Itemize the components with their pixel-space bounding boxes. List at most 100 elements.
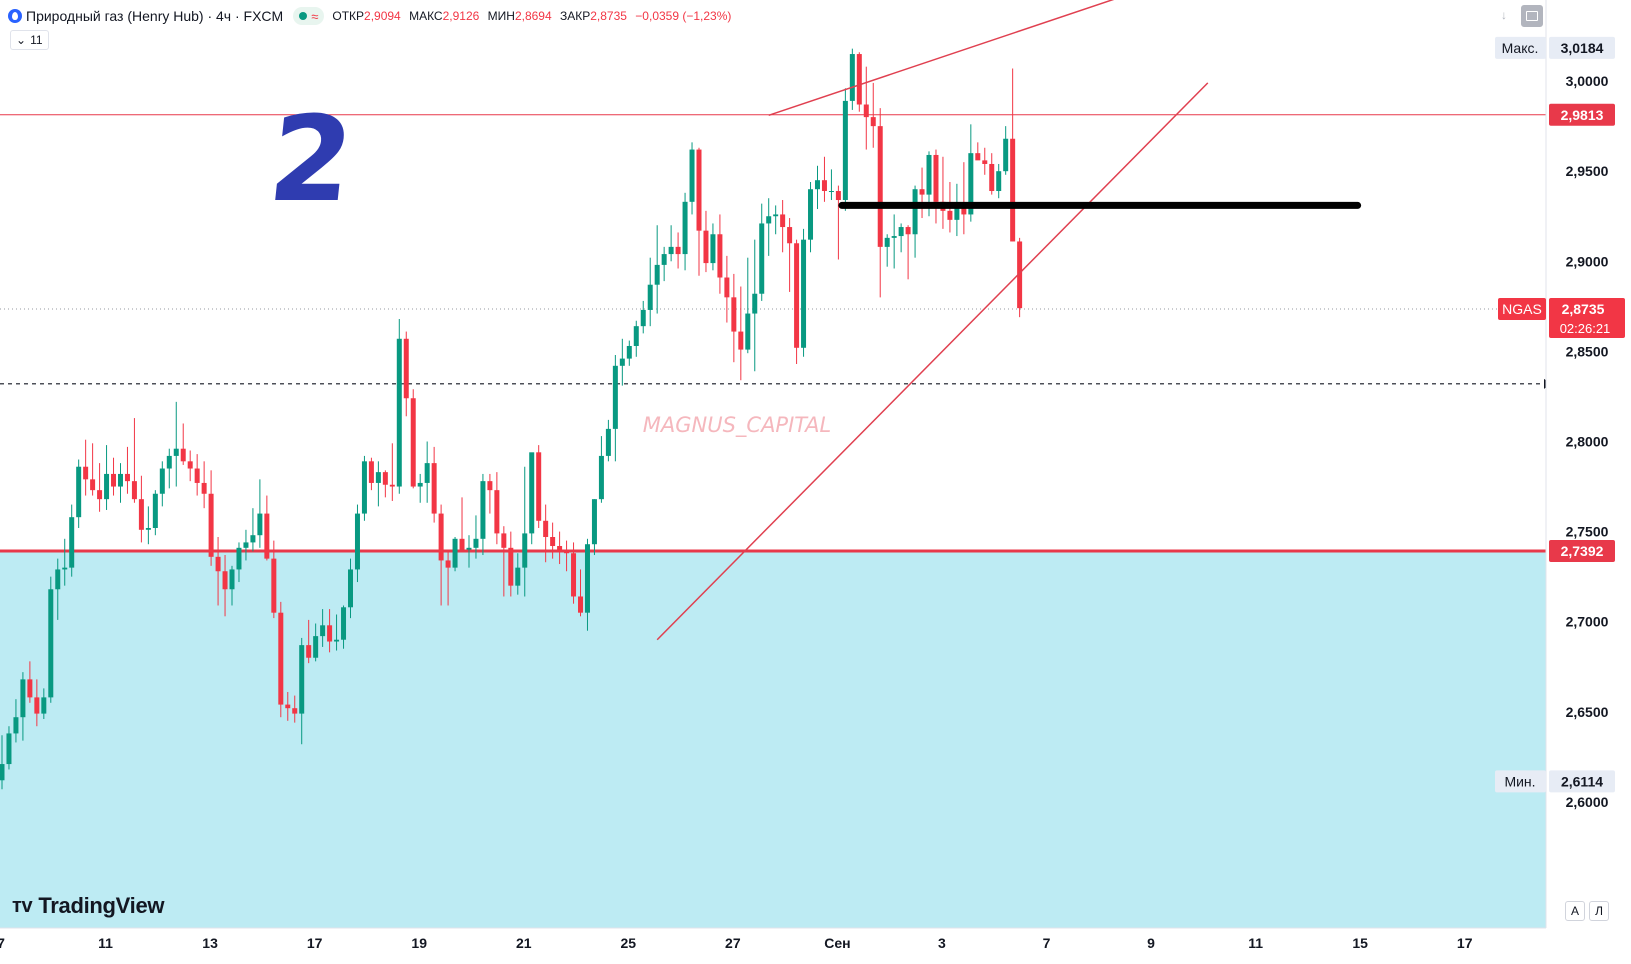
candle (801, 228, 807, 357)
candle-body (717, 234, 723, 278)
candle (97, 463, 103, 512)
drawings[interactable] (656, 0, 1362, 641)
candle-body (313, 636, 319, 658)
candle (982, 147, 988, 175)
candle (69, 504, 75, 577)
candle-body (522, 533, 528, 568)
market-status-badge[interactable]: ≈ (293, 7, 325, 25)
candle (996, 163, 1002, 199)
candle (445, 549, 451, 606)
tv-logo-icon: ᴛᴠ (12, 894, 33, 917)
candle (487, 473, 493, 514)
candle-body (166, 455, 172, 469)
candle-body (299, 645, 305, 714)
candle-body (696, 149, 702, 231)
candle-body (111, 473, 117, 487)
candle-body (808, 189, 814, 240)
candle (578, 569, 584, 617)
auto-scale-button[interactable]: А (1565, 901, 1585, 921)
arrow-down-icon[interactable]: ↓ (1495, 6, 1513, 24)
trend-line[interactable] (656, 82, 1209, 641)
candle-body (891, 236, 897, 238)
candle (278, 601, 284, 718)
candle (222, 555, 228, 617)
candle-body (1010, 138, 1016, 242)
candle-body (292, 708, 298, 714)
candle (884, 234, 890, 267)
candle-body (90, 479, 96, 491)
candle-body (410, 398, 416, 487)
candle (285, 691, 291, 721)
candle-body (396, 338, 402, 487)
symbol-title[interactable]: Природный газ (Henry Hub) · 4ч · FXCM (26, 8, 284, 24)
x-tick-label: 27 (725, 935, 741, 951)
candle-body (996, 171, 1002, 192)
tradingview-logo[interactable]: ᴛᴠ TradingView (12, 893, 165, 919)
candle-body (34, 697, 40, 714)
candle-body (27, 679, 33, 698)
candle-body (787, 227, 793, 244)
y-tick-label: 3,0000 (1566, 73, 1609, 89)
candle-body (494, 490, 500, 534)
indicators-toggle[interactable]: ⌄ 11 (10, 30, 49, 50)
candle (828, 169, 834, 201)
candle-body (626, 345, 632, 359)
candle (55, 558, 61, 620)
candles (0, 48, 1023, 790)
level-price-tag (1549, 103, 1615, 126)
candle (738, 286, 744, 381)
candle-body (821, 180, 827, 192)
log-scale-button[interactable]: Л (1589, 901, 1609, 921)
candle-body (250, 535, 256, 543)
candle (424, 441, 430, 503)
candle-body (152, 493, 158, 528)
auto-scale-label: А (1570, 904, 1579, 918)
candle-body (480, 481, 486, 539)
candle-body (794, 243, 800, 348)
high-value: 2,9126 (442, 9, 480, 23)
candle-body (661, 254, 667, 265)
low-value: 2,8694 (514, 9, 552, 23)
candle-body (703, 230, 709, 264)
y-tick-label: 2,7000 (1566, 614, 1609, 630)
candle (327, 609, 333, 653)
x-tick-label: 11 (98, 935, 113, 951)
last-price-tag (1549, 298, 1625, 339)
candle (480, 473, 486, 556)
candle-body (842, 100, 848, 201)
candle (626, 340, 632, 366)
max-label-bg (1495, 36, 1546, 59)
candle-body (612, 365, 618, 429)
candle (229, 565, 235, 606)
candle-body (285, 704, 291, 709)
candle-body (236, 547, 242, 570)
candle-body (584, 544, 590, 613)
fullscreen-icon[interactable] (1521, 5, 1543, 27)
candle-body (124, 473, 130, 482)
candle (0, 735, 5, 790)
candle-body (870, 117, 876, 127)
candle-body (814, 180, 820, 190)
candle (612, 354, 618, 462)
candle-body (354, 513, 360, 570)
candle (961, 162, 967, 235)
level-price-text: 2,7392 (1561, 543, 1604, 559)
candle-body (884, 237, 890, 247)
candle (417, 473, 423, 503)
candle (361, 455, 367, 521)
candle (41, 688, 47, 720)
candle (124, 446, 130, 494)
candle (299, 637, 305, 745)
min-label-text: Мин. (1504, 773, 1535, 789)
candle (954, 183, 960, 237)
x-tick-label: 17 (307, 935, 323, 951)
candle-body (382, 472, 388, 485)
candle (243, 529, 249, 561)
candle-body (41, 697, 47, 714)
candle-body (529, 452, 535, 534)
trend-line[interactable] (768, 0, 1187, 117)
candle (173, 401, 179, 487)
candle-body (62, 567, 68, 570)
